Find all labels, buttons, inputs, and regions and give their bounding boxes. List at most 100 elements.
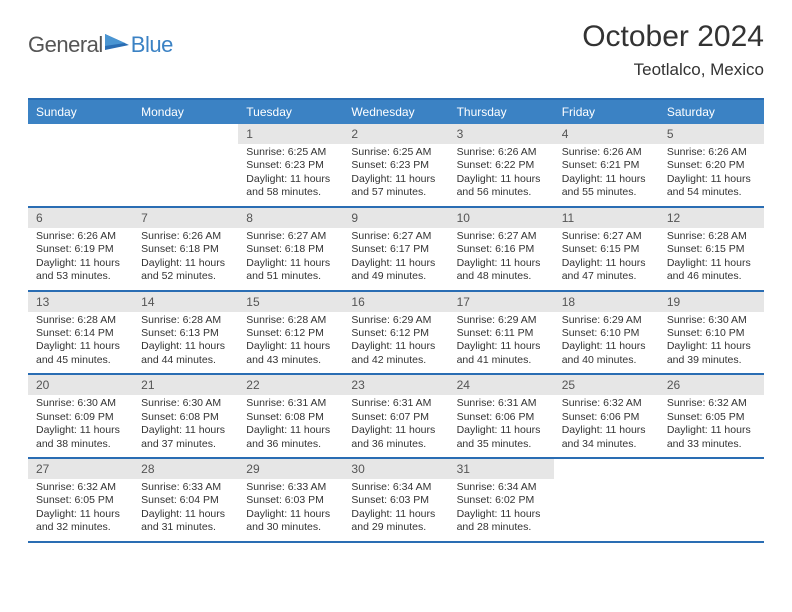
day-number: 5 <box>659 124 764 144</box>
day-body: Sunrise: 6:31 AMSunset: 6:08 PMDaylight:… <box>238 395 343 457</box>
logo-text-blue: Blue <box>131 32 173 58</box>
day-body: Sunrise: 6:30 AMSunset: 6:09 PMDaylight:… <box>28 395 133 457</box>
day-number: 9 <box>343 208 448 228</box>
sunset-line: Sunset: 6:05 PM <box>667 411 760 424</box>
sunrise-line: Sunrise: 6:32 AM <box>36 481 129 494</box>
daylight-line: Daylight: 11 hours and 39 minutes. <box>667 340 760 367</box>
day-body: Sunrise: 6:28 AMSunset: 6:14 PMDaylight:… <box>28 312 133 374</box>
day-number: 18 <box>554 292 659 312</box>
sunrise-line: Sunrise: 6:27 AM <box>457 230 550 243</box>
day-number: 23 <box>343 375 448 395</box>
day-number: 11 <box>554 208 659 228</box>
day-body: Sunrise: 6:26 AMSunset: 6:19 PMDaylight:… <box>28 228 133 290</box>
sunrise-line: Sunrise: 6:32 AM <box>667 397 760 410</box>
day-number: 25 <box>554 375 659 395</box>
sunset-line: Sunset: 6:16 PM <box>457 243 550 256</box>
day-number: 8 <box>238 208 343 228</box>
day-cell: 11Sunrise: 6:27 AMSunset: 6:15 PMDayligh… <box>554 208 659 290</box>
day-body: Sunrise: 6:32 AMSunset: 6:05 PMDaylight:… <box>28 479 133 541</box>
day-body: Sunrise: 6:28 AMSunset: 6:12 PMDaylight:… <box>238 312 343 374</box>
day-number: 2 <box>343 124 448 144</box>
sunset-line: Sunset: 6:15 PM <box>667 243 760 256</box>
day-cell: 15Sunrise: 6:28 AMSunset: 6:12 PMDayligh… <box>238 292 343 374</box>
daylight-line: Daylight: 11 hours and 46 minutes. <box>667 257 760 284</box>
logo-text-general: General <box>28 32 103 58</box>
day-cell: 17Sunrise: 6:29 AMSunset: 6:11 PMDayligh… <box>449 292 554 374</box>
week-row: 27Sunrise: 6:32 AMSunset: 6:05 PMDayligh… <box>28 459 764 543</box>
day-body: Sunrise: 6:34 AMSunset: 6:02 PMDaylight:… <box>449 479 554 541</box>
day-cell: 25Sunrise: 6:32 AMSunset: 6:06 PMDayligh… <box>554 375 659 457</box>
day-cell: 31Sunrise: 6:34 AMSunset: 6:02 PMDayligh… <box>449 459 554 541</box>
sunrise-line: Sunrise: 6:25 AM <box>351 146 444 159</box>
daylight-line: Daylight: 11 hours and 33 minutes. <box>667 424 760 451</box>
day-cell <box>133 124 238 206</box>
sunrise-line: Sunrise: 6:29 AM <box>457 314 550 327</box>
sunset-line: Sunset: 6:08 PM <box>246 411 339 424</box>
day-body: Sunrise: 6:30 AMSunset: 6:10 PMDaylight:… <box>659 312 764 374</box>
weeks-container: 1Sunrise: 6:25 AMSunset: 6:23 PMDaylight… <box>28 124 764 543</box>
day-cell: 6Sunrise: 6:26 AMSunset: 6:19 PMDaylight… <box>28 208 133 290</box>
week-row: 6Sunrise: 6:26 AMSunset: 6:19 PMDaylight… <box>28 208 764 292</box>
day-body: Sunrise: 6:30 AMSunset: 6:08 PMDaylight:… <box>133 395 238 457</box>
day-cell: 9Sunrise: 6:27 AMSunset: 6:17 PMDaylight… <box>343 208 448 290</box>
day-body: Sunrise: 6:27 AMSunset: 6:16 PMDaylight:… <box>449 228 554 290</box>
daylight-line: Daylight: 11 hours and 36 minutes. <box>351 424 444 451</box>
sunrise-line: Sunrise: 6:26 AM <box>141 230 234 243</box>
sunset-line: Sunset: 6:02 PM <box>457 494 550 507</box>
sunset-line: Sunset: 6:22 PM <box>457 159 550 172</box>
day-number: 17 <box>449 292 554 312</box>
daylight-line: Daylight: 11 hours and 31 minutes. <box>141 508 234 535</box>
sunset-line: Sunset: 6:13 PM <box>141 327 234 340</box>
day-headers-row: SundayMondayTuesdayWednesdayThursdayFrid… <box>28 100 764 124</box>
day-number: 19 <box>659 292 764 312</box>
sunrise-line: Sunrise: 6:28 AM <box>246 314 339 327</box>
day-cell: 5Sunrise: 6:26 AMSunset: 6:20 PMDaylight… <box>659 124 764 206</box>
day-header-saturday: Saturday <box>659 100 764 124</box>
day-cell: 27Sunrise: 6:32 AMSunset: 6:05 PMDayligh… <box>28 459 133 541</box>
day-header-tuesday: Tuesday <box>238 100 343 124</box>
day-body: Sunrise: 6:27 AMSunset: 6:18 PMDaylight:… <box>238 228 343 290</box>
sunset-line: Sunset: 6:11 PM <box>457 327 550 340</box>
day-body: Sunrise: 6:29 AMSunset: 6:10 PMDaylight:… <box>554 312 659 374</box>
day-body: Sunrise: 6:31 AMSunset: 6:07 PMDaylight:… <box>343 395 448 457</box>
day-number: 26 <box>659 375 764 395</box>
sunset-line: Sunset: 6:19 PM <box>36 243 129 256</box>
day-number: 15 <box>238 292 343 312</box>
day-cell <box>659 459 764 541</box>
day-header-sunday: Sunday <box>28 100 133 124</box>
sunrise-line: Sunrise: 6:26 AM <box>667 146 760 159</box>
day-cell: 22Sunrise: 6:31 AMSunset: 6:08 PMDayligh… <box>238 375 343 457</box>
day-header-monday: Monday <box>133 100 238 124</box>
sunset-line: Sunset: 6:05 PM <box>36 494 129 507</box>
day-number: 20 <box>28 375 133 395</box>
sunrise-line: Sunrise: 6:27 AM <box>246 230 339 243</box>
sunrise-line: Sunrise: 6:28 AM <box>36 314 129 327</box>
daylight-line: Daylight: 11 hours and 35 minutes. <box>457 424 550 451</box>
day-body: Sunrise: 6:34 AMSunset: 6:03 PMDaylight:… <box>343 479 448 541</box>
sunset-line: Sunset: 6:03 PM <box>351 494 444 507</box>
sunset-line: Sunset: 6:12 PM <box>351 327 444 340</box>
day-cell: 20Sunrise: 6:30 AMSunset: 6:09 PMDayligh… <box>28 375 133 457</box>
logo-triangle-icon <box>105 34 129 56</box>
day-number: 31 <box>449 459 554 479</box>
daylight-line: Daylight: 11 hours and 52 minutes. <box>141 257 234 284</box>
day-cell: 19Sunrise: 6:30 AMSunset: 6:10 PMDayligh… <box>659 292 764 374</box>
sunset-line: Sunset: 6:21 PM <box>562 159 655 172</box>
day-number: 14 <box>133 292 238 312</box>
sunrise-line: Sunrise: 6:34 AM <box>457 481 550 494</box>
daylight-line: Daylight: 11 hours and 53 minutes. <box>36 257 129 284</box>
day-body: Sunrise: 6:26 AMSunset: 6:18 PMDaylight:… <box>133 228 238 290</box>
daylight-line: Daylight: 11 hours and 49 minutes. <box>351 257 444 284</box>
daylight-line: Daylight: 11 hours and 38 minutes. <box>36 424 129 451</box>
day-body: Sunrise: 6:26 AMSunset: 6:20 PMDaylight:… <box>659 144 764 206</box>
day-cell: 30Sunrise: 6:34 AMSunset: 6:03 PMDayligh… <box>343 459 448 541</box>
sunset-line: Sunset: 6:06 PM <box>562 411 655 424</box>
sunrise-line: Sunrise: 6:32 AM <box>562 397 655 410</box>
week-row: 13Sunrise: 6:28 AMSunset: 6:14 PMDayligh… <box>28 292 764 376</box>
sunrise-line: Sunrise: 6:27 AM <box>351 230 444 243</box>
daylight-line: Daylight: 11 hours and 32 minutes. <box>36 508 129 535</box>
sunrise-line: Sunrise: 6:27 AM <box>562 230 655 243</box>
day-number: 21 <box>133 375 238 395</box>
day-cell: 7Sunrise: 6:26 AMSunset: 6:18 PMDaylight… <box>133 208 238 290</box>
day-number: 29 <box>238 459 343 479</box>
